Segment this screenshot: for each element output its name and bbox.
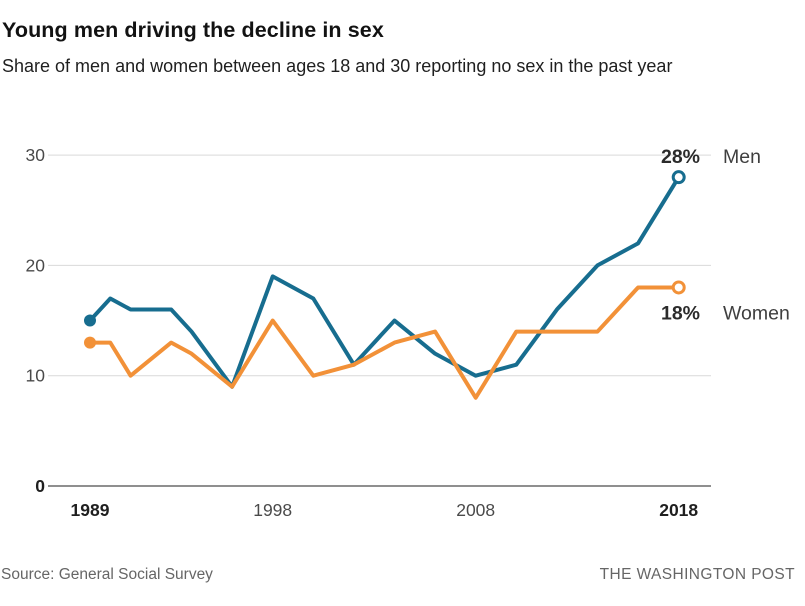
chart-title: Young men driving the decline in sex — [2, 18, 384, 43]
women-end-marker — [671, 280, 686, 295]
men-series-label: Men — [723, 146, 761, 168]
chart-subtitle: Share of men and women between ages 18 a… — [2, 56, 673, 76]
men-end-value-label: 28% — [661, 146, 700, 168]
women-line — [88, 285, 681, 400]
men-line — [88, 175, 681, 389]
y-tick-label-10: 10 — [26, 366, 46, 386]
source-note: Source: General Social Survey — [1, 566, 213, 583]
x-tick-label-2008: 2008 — [456, 500, 495, 520]
y-tick-label-0: 0 — [35, 476, 45, 496]
women-start-dot — [84, 336, 96, 349]
line-chart: 0 10 20 30 1989 1998 2008 2018 28% Men 18% Women — [26, 145, 790, 520]
men-start-dot — [84, 314, 96, 327]
publisher-credit: THE WASHINGTON POST — [599, 566, 795, 583]
y-tick-label-20: 20 — [26, 255, 46, 275]
men-end-marker — [671, 170, 686, 185]
x-tick-label-1998: 1998 — [253, 500, 292, 520]
women-end-value-label: 18% — [661, 302, 700, 324]
chart-footer: Source: General Social Survey THE WASHIN… — [0, 566, 805, 584]
x-tick-label-1989: 1989 — [71, 500, 110, 520]
y-tick-label-30: 30 — [26, 145, 46, 165]
women-series-label: Women — [723, 302, 790, 324]
x-tick-label-2018: 2018 — [659, 500, 698, 520]
